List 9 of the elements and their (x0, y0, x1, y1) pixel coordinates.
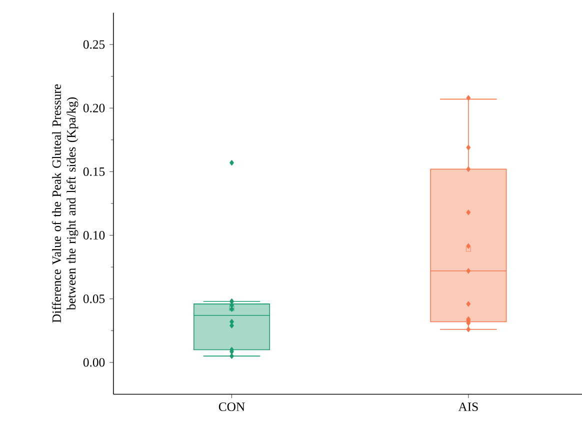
y-tick-label: 0.20 (83, 104, 105, 113)
y-tick-label: 0.25 (83, 40, 105, 50)
y-tick-label: 0.00 (83, 358, 105, 367)
y-tick-label: 0.05 (83, 294, 105, 304)
y-axis-title: Difference Value of the Peak Gluteal Pressure between the right and left sides (Kpa/kg) (52, 84, 78, 323)
x-tick-label: AIS (458, 402, 478, 412)
x-tick-label: CON (218, 402, 245, 412)
y-tick-label: 0.15 (83, 168, 105, 176)
y-tick-label: 0.10 (83, 231, 105, 240)
